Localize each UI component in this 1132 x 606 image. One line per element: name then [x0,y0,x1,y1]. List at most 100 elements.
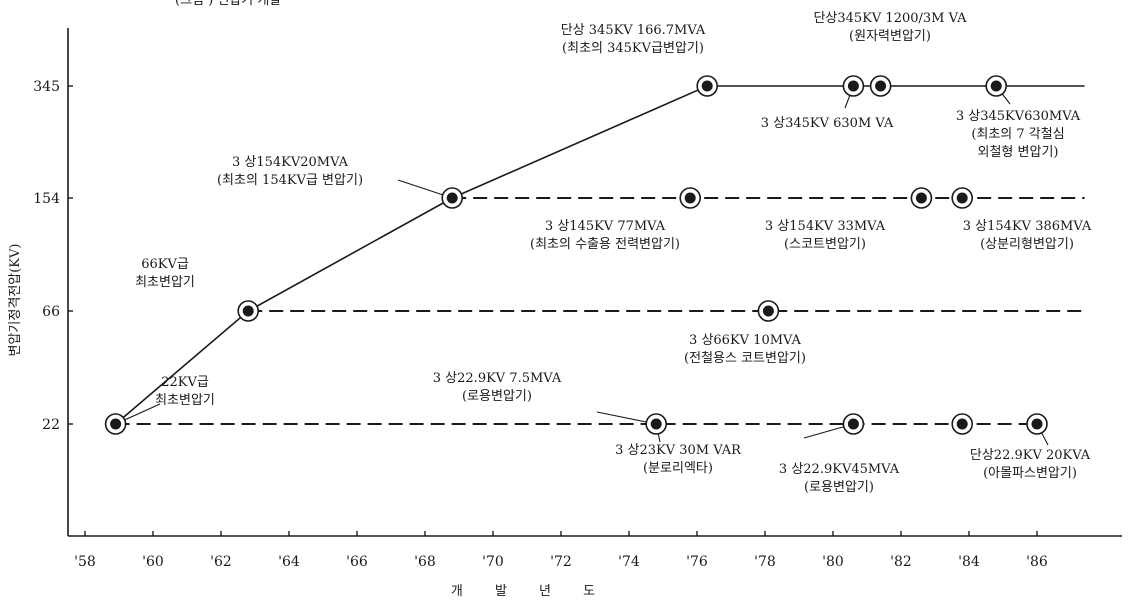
annotation-label: 3 상23KV 30M VAR (분로리엑타) [615,443,742,476]
annotation-line: 단상345KV 1200/3M VA [813,11,967,26]
x-tick-label: '66 [346,554,368,570]
y-tick-label: 345 [33,79,60,95]
solid-series-line [115,85,1085,425]
annotation-label: 3 상22.9KV 7.5MVA (로용변압기) [433,371,562,404]
annotation-line: (최초의 7 각철심 [971,127,1064,142]
data-point-marker [104,413,127,435]
annotation-line: (로용변압기) [804,480,874,495]
data-point-marker [951,413,974,435]
annotation-leaders [115,85,1049,446]
axis-ticks: 345 154 66 22 '58 '60 '62 '64 '66 '68 '70 '72 '74 '76… [33,79,1048,570]
annotation-line: (최초의 수출용 전력변압기) [530,237,680,252]
data-point-dot [446,192,458,204]
y-tick-label: 66 [42,304,60,320]
data-point-marker [1026,413,1048,435]
y-tick-label: 22 [42,417,60,433]
annotation-label: 3 상154KV20MVA (최초의 154KV급 변압기) [217,155,363,188]
x-tick-label: '62 [210,554,232,570]
annotation-line: 3 상154KV20MVA [232,155,349,170]
clipped-figure-caption: (그림 ) 변압기 개발 [175,0,281,8]
data-point-marker [842,75,865,97]
data-point-marker [679,187,702,209]
annotation-label: 단상345KV 1200/3M VA (원자력변압기) [813,11,967,44]
data-point-dot [990,80,1002,92]
x-tick-label: '84 [958,554,980,570]
x-tick-label: '80 [822,554,844,570]
data-point-dot [650,418,662,430]
annotation-line: 3 상23KV 30M VAR [615,443,742,458]
annotation-line: 22KV급 [161,375,209,390]
annotation-label: 3 상345KV 630M VA [761,116,894,131]
data-point-dot [762,305,774,317]
annotation-line: 단상 345KV 166.7MVA [561,23,706,38]
annotation-line: (아몰파스변압기) [983,466,1077,481]
y-axis-label: 변압기정격전압(KV) [8,244,23,357]
data-point-marker [237,300,259,322]
data-point-marker [985,75,1008,97]
annotation-line: 3 상22.9KV45MVA [779,462,900,477]
data-point-marker [910,187,933,209]
data-point-dot [956,418,968,430]
data-point-marker [842,413,865,435]
data-point-dot [242,305,254,317]
x-tick-label: '74 [618,554,640,570]
data-point-marker [757,300,780,322]
annotation-line: 3 상22.9KV 7.5MVA [433,371,562,386]
annotation-label: 단상22.9KV 20KVA (아몰파스변압기) [970,448,1091,481]
annotation-line: 3 상154KV 386MVA [963,219,1092,234]
annotation-line: (최초의 345KV급변압기) [562,41,704,56]
x-tick-label: '72 [550,554,572,570]
data-point-dot [1031,418,1043,430]
annotation-line: 외철형 변압기) [978,145,1059,160]
data-point-marker [645,413,668,435]
annotation-line: 최초변압기 [155,393,215,408]
data-point-marker [441,187,464,209]
annotation-label: 3 상154KV 33MVA (스코트변압기) [765,219,886,252]
x-tick-label: '76 [686,554,708,570]
x-tick-label: '78 [754,554,776,570]
data-point-dot [684,192,696,204]
annotation-line: 3 상345KV630MVA [956,109,1081,124]
data-point-marker [951,187,974,209]
annotation-line: (원자력변압기) [849,29,931,44]
data-point-dot [110,418,122,430]
data-point-dot [847,80,859,92]
annotation-line: 3 상66KV 10MVA [689,333,801,348]
annotation-label: 3 상154KV 386MVA (상분리형변압기) [963,219,1092,252]
annotation-line: 최초변압기 [135,275,195,290]
annotation-line: (분로리엑타) [643,461,713,476]
x-tick-label: '64 [278,554,300,570]
annotation-line: (상분리형변압기) [980,237,1074,252]
data-point-dot [701,80,713,92]
annotation-line: (스코트변압기) [784,237,866,252]
series-lines [115,85,1085,425]
x-tick-label: '58 [74,554,96,570]
x-tick-label: '82 [890,554,912,570]
annotation-line: 3 상145KV 77MVA [545,219,666,234]
annotation-line: 66KV급 [141,257,189,272]
annotation-label: 단상 345KV 166.7MVA (최초의 345KV급변압기) [561,23,706,56]
annotation-label: 3 상66KV 10MVA (전철용스 코트변압기) [684,333,806,366]
annotation-line: 3 상345KV 630M VA [761,116,894,131]
annotation-label: 3 상145KV 77MVA (최초의 수출용 전력변압기) [530,219,680,252]
data-point-dot [915,192,927,204]
y-tick-label: 154 [33,191,60,207]
x-tick-label: '68 [414,554,436,570]
data-points [104,75,1048,435]
x-tick-label: '70 [482,554,504,570]
data-point-dot [875,80,887,92]
data-point-marker [869,75,892,97]
annotation-line: 단상22.9KV 20KVA [970,448,1091,463]
annotation-label: 3 상22.9KV45MVA (로용변압기) [779,462,900,495]
data-point-dot [847,418,859,430]
x-tick-label: '60 [142,554,164,570]
x-axis-label: 개 발 년 도 [451,584,609,599]
annotation-line: (로용변압기) [462,389,532,404]
annotation-line: (전철용스 코트변압기) [684,351,806,366]
